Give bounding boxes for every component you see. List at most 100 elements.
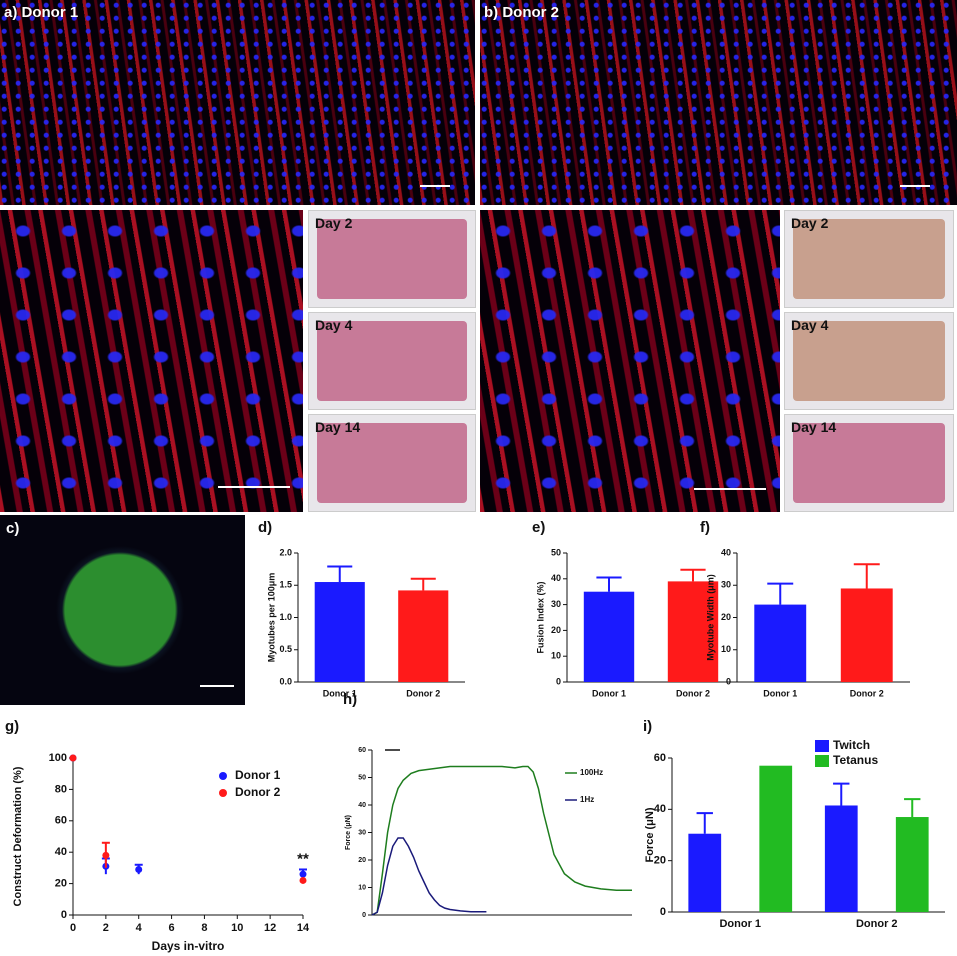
x-tick-label: 14 <box>297 922 310 934</box>
y-tick-label: 40 <box>55 846 67 858</box>
y-tick-label: 20 <box>55 878 67 890</box>
line <box>371 837 487 916</box>
point <box>135 865 143 873</box>
y-tick-label: 40 <box>551 573 561 583</box>
day-label: Day 4 <box>791 317 829 333</box>
y-axis-title: Construct Deformation (%) <box>12 766 24 906</box>
y-tick-label: 10 <box>358 884 366 891</box>
y-tick-label: 0.0 <box>279 676 292 686</box>
bar <box>667 581 719 682</box>
label: b) <box>484 4 499 21</box>
bar <box>895 817 929 912</box>
point <box>299 876 307 884</box>
y-axis-title: Force (μN) <box>345 815 352 850</box>
y-tick-label: 1.0 <box>279 612 292 622</box>
day-label: Day 14 <box>315 419 361 435</box>
scale-bar <box>900 185 930 187</box>
panel-label: f) <box>700 519 710 536</box>
y-tick-label: 1.5 <box>279 580 292 590</box>
bar <box>688 833 722 912</box>
legend-label: 1Hz <box>580 795 594 804</box>
y-tick-label: 20 <box>721 612 731 622</box>
y-tick-label: 20 <box>358 857 366 864</box>
day-label: Day 2 <box>791 215 829 231</box>
legend-label: Donor 2 <box>235 785 281 799</box>
y-tick-label: 80 <box>55 783 67 795</box>
y-tick-label: 20 <box>654 855 666 867</box>
x-tick-label: Donor 1 <box>323 688 357 698</box>
x-tick-label: 0 <box>70 922 76 934</box>
scale-bar <box>694 488 766 490</box>
y-tick-label: 60 <box>55 815 67 827</box>
annotation: ** <box>297 850 309 867</box>
x-tick-label: Donor 1 <box>763 688 797 698</box>
label: a) <box>4 4 18 21</box>
culture-well: Day 4 <box>784 312 954 410</box>
point <box>69 754 77 762</box>
title: Donor 1 <box>21 4 79 21</box>
x-tick-label: Donor 2 <box>406 688 440 698</box>
y-axis-title: Fusion Index (%) <box>535 581 545 653</box>
micrograph <box>0 0 475 205</box>
bar <box>314 582 365 682</box>
micrograph <box>0 210 303 512</box>
day-label: Day 4 <box>315 317 353 333</box>
y-tick-label: 100 <box>49 752 67 764</box>
point <box>299 870 307 878</box>
legend-label: Twitch <box>833 738 870 752</box>
y-tick-label: 0 <box>61 909 67 921</box>
bar <box>754 604 807 682</box>
y-tick-label: 0 <box>556 676 561 686</box>
y-tick-label: 2.0 <box>279 547 292 557</box>
micrograph <box>0 515 245 705</box>
bar <box>824 805 858 912</box>
scale-bar <box>420 185 450 187</box>
y-tick-label: 50 <box>551 547 561 557</box>
panel-label: a) Donor 1 <box>4 4 78 21</box>
day-label: Day 14 <box>791 419 837 435</box>
panel-label: i) <box>643 718 652 735</box>
x-tick-label: 6 <box>169 922 175 934</box>
x-tick-label: Donor 2 <box>676 688 710 698</box>
y-axis-title: Myotubes per 100μm <box>266 573 276 663</box>
y-tick-label: 0 <box>726 676 731 686</box>
y-tick-label: 10 <box>551 651 561 661</box>
panel-label: g) <box>5 718 19 735</box>
legend-marker <box>219 772 227 780</box>
legend-label: Tetanus <box>833 753 878 767</box>
legend-marker <box>219 789 227 797</box>
panel-label: d) <box>258 519 272 536</box>
x-tick-label: Donor 1 <box>719 918 761 930</box>
x-tick-label: 8 <box>201 922 207 934</box>
panel-label: c) <box>6 520 20 537</box>
scale-bar <box>218 486 290 488</box>
panel-label: b) Donor 2 <box>484 4 559 21</box>
y-axis-title: Force (μN) <box>644 807 656 862</box>
culture-well: Day 14 <box>784 414 954 512</box>
culture-well: Day 14 <box>308 414 476 512</box>
x-tick-label: Donor 2 <box>850 688 884 698</box>
day-label: Day 2 <box>315 215 353 231</box>
panel-label: e) <box>532 519 545 536</box>
legend-label: 100Hz <box>580 768 603 777</box>
y-tick-label: 60 <box>358 747 366 754</box>
y-tick-label: 50 <box>358 774 366 781</box>
y-tick-label: 0 <box>362 912 366 919</box>
point <box>102 851 110 859</box>
x-tick-label: 12 <box>264 922 276 934</box>
y-axis-title: Myotube Width (μm) <box>705 574 715 660</box>
bar <box>759 765 793 912</box>
culture-well: Day 2 <box>308 210 476 308</box>
line <box>371 765 632 916</box>
title: Donor 2 <box>502 4 560 21</box>
panel-label: h) <box>343 691 357 708</box>
scale-bar <box>200 685 234 687</box>
y-tick-label: 30 <box>551 599 561 609</box>
x-tick-label: 2 <box>103 922 109 934</box>
y-tick-label: 0.5 <box>279 644 292 654</box>
y-tick-label: 10 <box>721 644 731 654</box>
x-tick-label: 4 <box>136 922 143 934</box>
y-tick-label: 0 <box>660 906 666 918</box>
